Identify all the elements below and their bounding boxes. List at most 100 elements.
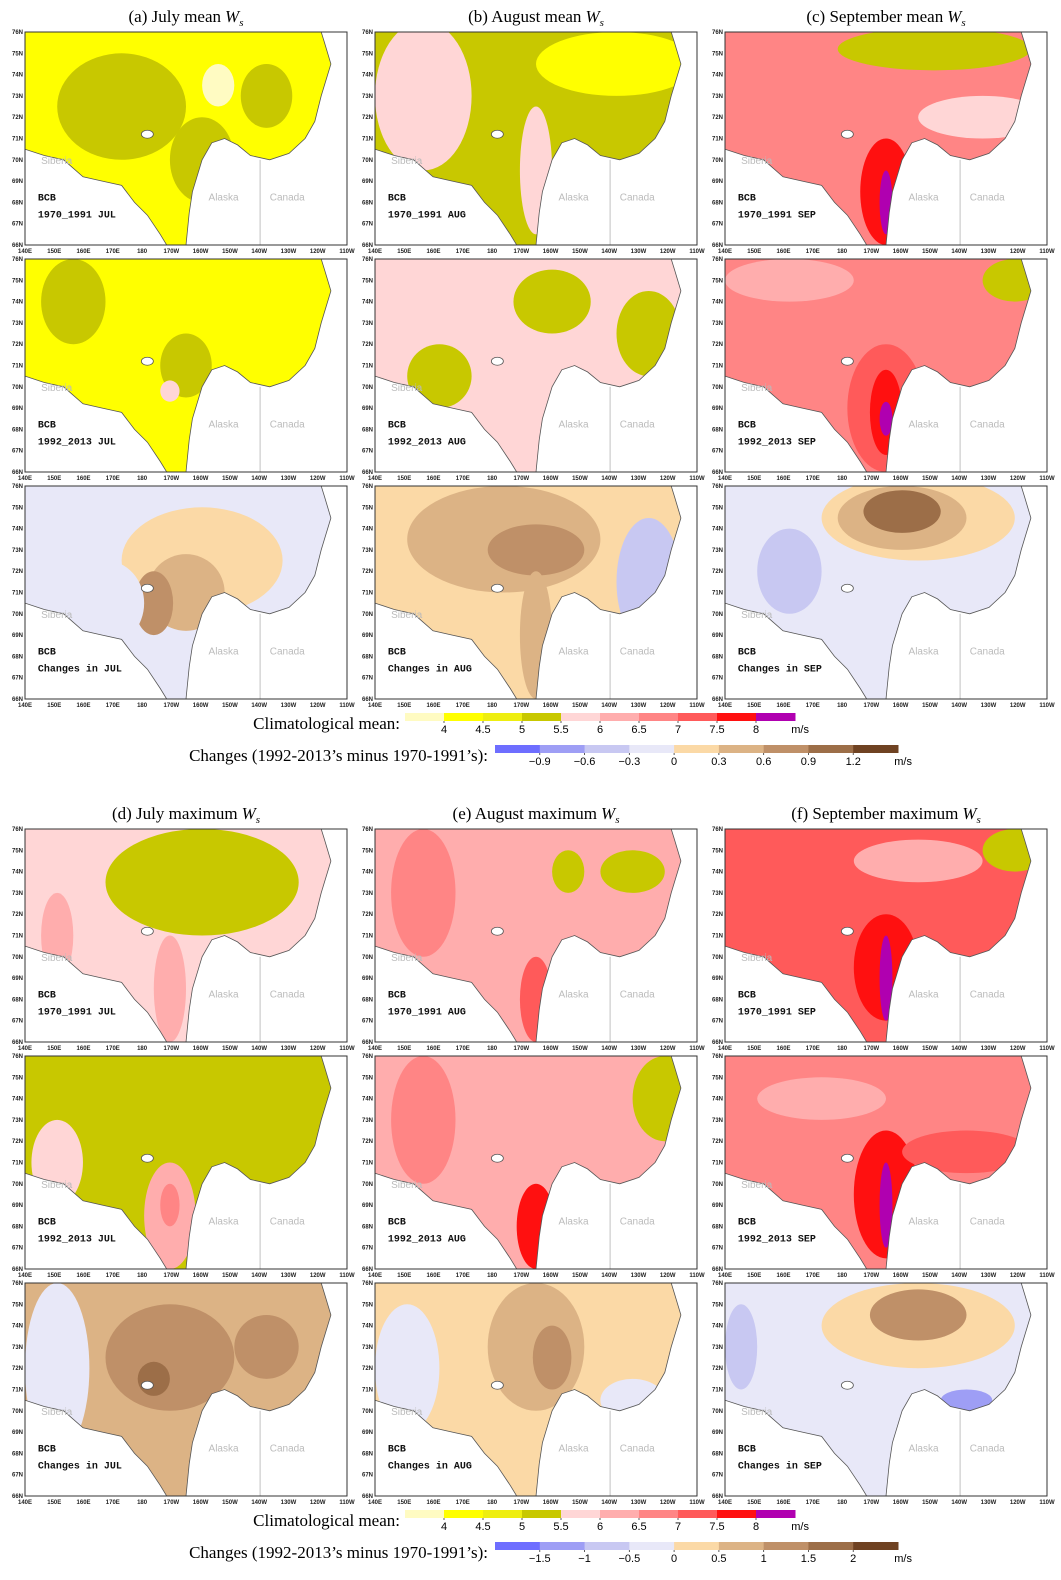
place-label: Canada bbox=[970, 646, 1005, 657]
lat-tick-label: 73N bbox=[12, 94, 23, 100]
lat-tick-label: 66N bbox=[362, 1040, 373, 1046]
place-label: Siberia bbox=[391, 1407, 423, 1418]
map-panel bbox=[725, 486, 1047, 699]
island bbox=[840, 129, 854, 139]
lat-tick-label: 74N bbox=[12, 1097, 23, 1103]
lat-tick-label: 68N bbox=[12, 200, 23, 206]
lon-tick-label: 160E bbox=[427, 703, 441, 709]
place-label: Canada bbox=[620, 1216, 655, 1227]
colorbar-segment bbox=[629, 1542, 675, 1550]
lon-tick-label: 180 bbox=[487, 1500, 498, 1506]
lon-tick-label: 150E bbox=[397, 1046, 411, 1052]
lon-tick-label: 170W bbox=[164, 1500, 180, 1506]
period-label: 1992_2013 AUG bbox=[388, 1234, 466, 1245]
lat-tick-label: 73N bbox=[12, 1345, 23, 1351]
lon-tick-label: 180 bbox=[137, 1273, 148, 1279]
lon-tick-label: 140W bbox=[601, 1046, 617, 1052]
period-label: Changes in AUG bbox=[388, 663, 472, 675]
colorbar-tick-label: 4.5 bbox=[475, 1521, 490, 1533]
lon-tick-label: 170W bbox=[864, 1273, 880, 1279]
panel-title: (c) September mean Ws bbox=[806, 7, 965, 29]
lat-tick-label: 69N bbox=[12, 633, 23, 639]
lat-tick-label: 75N bbox=[362, 51, 373, 57]
lon-tick-label: 120W bbox=[310, 249, 326, 255]
lat-tick-label: 76N bbox=[712, 257, 723, 263]
lon-tick-label: 150W bbox=[572, 703, 588, 709]
place-label: Alaska bbox=[909, 1443, 939, 1454]
map-field-patch bbox=[487, 524, 585, 576]
lon-tick-label: 160W bbox=[543, 1273, 559, 1279]
lat-tick-label: 69N bbox=[712, 633, 723, 639]
map-panel bbox=[25, 32, 347, 245]
lon-tick-label: 170E bbox=[106, 1500, 120, 1506]
lat-tick-label: 73N bbox=[712, 891, 723, 897]
panel-title: (e) August maximum Ws bbox=[453, 804, 620, 826]
lon-tick-label: 140E bbox=[18, 249, 32, 255]
map-field-patch bbox=[725, 1304, 758, 1390]
colorbar-tick-label: −0.6 bbox=[574, 756, 596, 768]
lat-tick-label: 73N bbox=[712, 321, 723, 327]
lat-tick-label: 68N bbox=[12, 1451, 23, 1457]
place-label: Canada bbox=[970, 1443, 1005, 1454]
lat-tick-label: 76N bbox=[362, 257, 373, 263]
lon-tick-label: 140W bbox=[951, 1273, 967, 1279]
lon-tick-label: 140E bbox=[718, 703, 732, 709]
lon-tick-label: 130W bbox=[631, 476, 647, 482]
place-label: Canada bbox=[970, 1216, 1005, 1227]
lat-tick-label: 73N bbox=[362, 891, 373, 897]
lat-tick-label: 75N bbox=[712, 848, 723, 854]
lon-tick-label: 150E bbox=[397, 476, 411, 482]
place-label: Alaska bbox=[909, 192, 939, 203]
lat-tick-label: 72N bbox=[362, 115, 373, 121]
lon-tick-label: 120W bbox=[1010, 249, 1026, 255]
colorbar-tick-label: 4 bbox=[441, 724, 447, 736]
island bbox=[840, 583, 854, 593]
colorbar-tick-label: 1.5 bbox=[801, 1553, 816, 1565]
period-label: Changes in SEP bbox=[738, 663, 822, 675]
land bbox=[25, 1399, 168, 1496]
map-field-patch bbox=[869, 1289, 967, 1341]
lon-tick-label: 130W bbox=[631, 1500, 647, 1506]
land bbox=[725, 148, 868, 245]
lat-tick-label: 74N bbox=[712, 300, 723, 306]
lon-tick-label: 160E bbox=[427, 1046, 441, 1052]
map-field-patch bbox=[879, 1162, 893, 1248]
lon-tick-label: 120W bbox=[1010, 1500, 1026, 1506]
lat-tick-label: 69N bbox=[362, 1430, 373, 1436]
lon-tick-label: 130W bbox=[981, 476, 997, 482]
lat-tick-label: 73N bbox=[362, 94, 373, 100]
lon-tick-label: 110W bbox=[689, 249, 705, 255]
lon-tick-label: 120W bbox=[310, 476, 326, 482]
lon-tick-label: 150W bbox=[572, 1046, 588, 1052]
place-label: Siberia bbox=[41, 610, 73, 621]
lon-tick-label: 110W bbox=[339, 1273, 355, 1279]
lon-tick-label: 160W bbox=[543, 1500, 559, 1506]
lat-tick-label: 70N bbox=[12, 1409, 23, 1415]
island bbox=[140, 926, 154, 936]
colorbar-segment bbox=[539, 1542, 586, 1550]
map-field-patch bbox=[240, 63, 293, 128]
lat-tick-label: 67N bbox=[362, 676, 373, 682]
lat-tick-label: 71N bbox=[362, 364, 373, 370]
lat-tick-label: 72N bbox=[12, 912, 23, 918]
lat-tick-label: 67N bbox=[712, 1246, 723, 1252]
colorbar-tick-label: 2 bbox=[850, 1553, 856, 1565]
lat-tick-label: 68N bbox=[362, 200, 373, 206]
island bbox=[490, 1153, 504, 1163]
lon-tick-label: 160W bbox=[543, 249, 559, 255]
map-frame bbox=[24, 828, 348, 1043]
lon-tick-label: 110W bbox=[339, 1500, 355, 1506]
lon-tick-label: 140E bbox=[18, 1273, 32, 1279]
place-label: Canada bbox=[620, 1443, 655, 1454]
place-label: Canada bbox=[270, 646, 305, 657]
map-frame bbox=[24, 1282, 348, 1497]
lat-tick-label: 66N bbox=[362, 470, 373, 476]
lat-tick-label: 72N bbox=[12, 1366, 23, 1372]
lon-tick-label: 120W bbox=[660, 1273, 676, 1279]
island bbox=[140, 356, 154, 366]
land bbox=[535, 1056, 697, 1269]
lon-tick-label: 160W bbox=[193, 476, 209, 482]
lon-tick-label: 140W bbox=[251, 1046, 267, 1052]
lat-tick-label: 68N bbox=[362, 1224, 373, 1230]
